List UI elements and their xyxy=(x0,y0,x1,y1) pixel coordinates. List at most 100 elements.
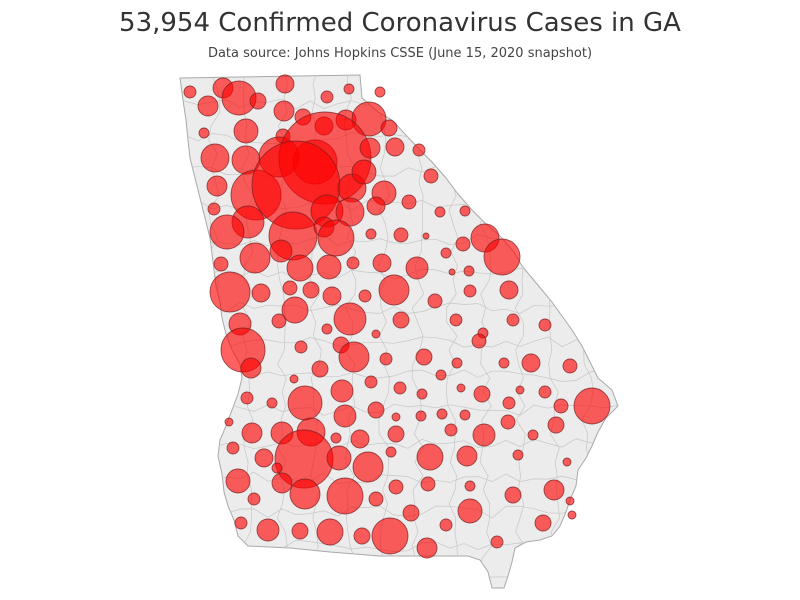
county-case-bubble xyxy=(271,462,283,474)
county-case-bubble xyxy=(346,256,360,270)
county-case-bubble xyxy=(405,256,429,280)
county-case-bubble xyxy=(420,476,436,492)
county-case-bubble xyxy=(271,313,287,329)
county-case-bubble xyxy=(247,492,261,506)
county-case-bubble xyxy=(364,375,378,389)
county-case-bubble xyxy=(316,254,342,280)
county-case-bubble xyxy=(358,289,372,303)
county-case-bubble xyxy=(416,443,444,471)
county-case-bubble xyxy=(498,357,510,369)
county-case-bubble xyxy=(322,286,342,306)
county-case-bubble xyxy=(393,227,409,243)
county-case-bubble xyxy=(562,457,572,467)
county-case-bubble xyxy=(490,535,504,549)
county-case-bubble xyxy=(448,268,456,276)
county-boundary-line xyxy=(180,505,618,519)
county-case-bubble xyxy=(371,329,381,339)
county-boundary-line xyxy=(180,75,187,588)
county-case-bubble xyxy=(239,242,271,274)
county-case-bubble xyxy=(197,95,219,117)
county-case-bubble xyxy=(456,445,478,467)
county-case-bubble xyxy=(351,101,387,137)
county-case-bubble xyxy=(378,274,410,306)
county-case-bubble xyxy=(471,333,487,349)
county-boundary-line xyxy=(581,75,594,588)
map-subtitle: Data source: Johns Hopkins CSSE (June 15… xyxy=(207,46,593,61)
county-case-bubble xyxy=(459,409,471,421)
county-case-bubble xyxy=(240,357,262,379)
county-case-bubble xyxy=(393,381,407,395)
county-case-bubble xyxy=(436,408,448,420)
county-case-bubble xyxy=(200,143,230,173)
county-case-bubble xyxy=(311,360,329,378)
county-case-bubble xyxy=(368,491,384,507)
county-case-bubble xyxy=(562,358,578,374)
county-case-bubble xyxy=(233,118,259,144)
county-case-bubble xyxy=(359,137,381,159)
county-case-bubble xyxy=(353,527,371,545)
county-case-bubble xyxy=(379,352,393,366)
county-case-bubble xyxy=(330,432,342,444)
county-case-bubble xyxy=(374,86,386,98)
county-case-bubble xyxy=(416,388,428,400)
county-case-bubble xyxy=(289,478,321,510)
county-case-bubble xyxy=(251,283,271,303)
county-case-bubble xyxy=(512,449,524,461)
county-case-bubble xyxy=(241,422,263,444)
county-case-bubble xyxy=(543,479,565,501)
county-case-bubble xyxy=(472,423,496,447)
county-case-bubble xyxy=(538,318,552,332)
county-case-bubble xyxy=(435,369,447,381)
county-case-bubble xyxy=(281,296,309,324)
county-case-bubble xyxy=(266,397,278,409)
county-case-bubble xyxy=(352,451,384,483)
county-case-bubble xyxy=(275,74,295,94)
county-case-bubble xyxy=(365,228,377,240)
county-case-bubble xyxy=(317,219,355,257)
county-case-bubble xyxy=(273,100,295,122)
map-title: 53,954 Confirmed Coronavirus Cases in GA xyxy=(119,8,681,38)
county-case-bubble xyxy=(350,429,370,449)
county-boundary-line xyxy=(377,75,390,588)
county-case-bubble xyxy=(515,385,525,395)
county-case-bubble xyxy=(387,425,405,443)
county-case-bubble xyxy=(463,284,477,298)
county-case-bubble xyxy=(286,254,314,282)
county-boundary-line xyxy=(615,75,618,588)
county-case-bubble xyxy=(372,253,392,273)
county-case-bubble xyxy=(333,302,367,336)
county-case-bubble xyxy=(500,414,516,430)
county-case-bubble xyxy=(423,168,439,184)
county-case-bubble xyxy=(416,537,438,559)
county-case-bubble xyxy=(444,423,458,437)
county-case-bubble xyxy=(302,281,320,299)
county-case-bubble xyxy=(473,385,491,403)
county-case-bubble xyxy=(415,348,433,366)
county-case-bubble xyxy=(504,486,522,504)
county-case-bubble xyxy=(456,383,466,393)
county-case-bubble xyxy=(538,385,552,399)
county-case-bubble xyxy=(209,214,245,250)
county-case-bubble xyxy=(287,385,323,421)
county-case-bubble xyxy=(367,401,385,419)
county-case-bubble xyxy=(282,280,298,296)
county-case-bubble xyxy=(483,238,521,276)
county-case-bubble xyxy=(240,391,254,405)
county-case-bubble xyxy=(366,196,386,216)
county-case-bubble xyxy=(451,357,463,369)
county-case-bubble xyxy=(351,159,377,185)
county-case-bubble xyxy=(457,498,483,524)
county-case-bubble xyxy=(521,353,541,373)
county-case-bubble xyxy=(402,504,420,522)
county-boundary-line xyxy=(180,75,618,77)
county-case-bubble xyxy=(427,293,443,309)
county-case-bubble xyxy=(333,404,357,428)
county-case-bubble xyxy=(499,280,519,300)
county-case-bubble xyxy=(249,92,267,110)
case-bubbles xyxy=(183,74,611,559)
county-case-bubble xyxy=(527,429,539,441)
county-case-bubble xyxy=(567,510,577,520)
county-case-bubble xyxy=(256,518,280,542)
county-case-bubble xyxy=(316,518,344,546)
